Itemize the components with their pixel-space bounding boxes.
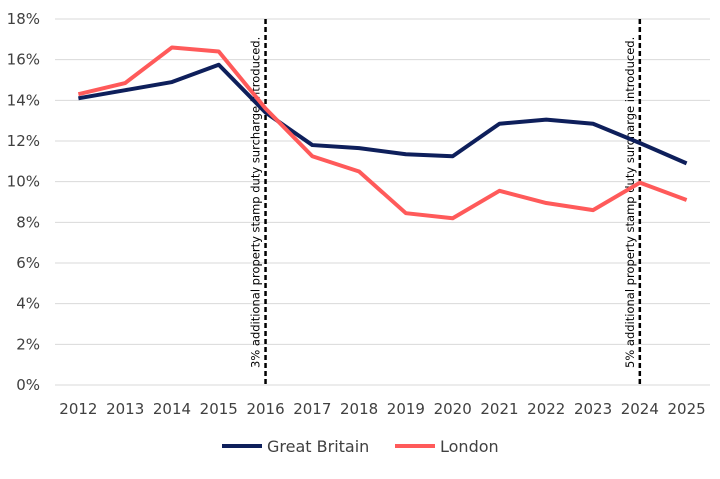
series-lines [78, 47, 686, 218]
series-line-london [78, 47, 686, 218]
legend-label: London [440, 437, 499, 456]
y-tick-label: 2% [16, 335, 40, 353]
y-axis-labels: 0% 2% 4% 6% 8% 10% 12% 14% 16% 18% [7, 10, 40, 394]
y-tick-label: 0% [16, 376, 40, 394]
series-line-great-britain [78, 65, 686, 164]
y-tick-label: 16% [7, 51, 40, 69]
y-tick-label: 14% [7, 91, 40, 109]
y-tick-label: 18% [7, 10, 40, 28]
x-tick-label: 2022 [527, 400, 565, 418]
x-tick-label: 2021 [480, 400, 518, 418]
x-tick-label: 2025 [668, 400, 706, 418]
x-tick-label: 2013 [106, 400, 144, 418]
x-tick-label: 2018 [340, 400, 378, 418]
y-tick-label: 10% [7, 173, 40, 191]
x-tick-label: 2015 [200, 400, 238, 418]
legend-label: Great Britain [267, 437, 369, 456]
y-tick-label: 4% [16, 295, 40, 313]
x-tick-label: 2016 [246, 400, 284, 418]
x-axis-labels: 2012 2013 2014 2015 2016 2017 2018 2019 2020 2021… [59, 400, 705, 418]
annotation-label: 5% additional property stamp duty surcha… [623, 37, 637, 368]
annotation-label: 3% additional property stamp duty surcha… [249, 37, 263, 368]
annotations: 3% additional property stamp duty surcha… [249, 19, 640, 385]
y-tick-label: 8% [16, 213, 40, 231]
gridlines [55, 19, 710, 385]
x-tick-label: 2012 [59, 400, 97, 418]
y-tick-label: 12% [7, 132, 40, 150]
x-tick-label: 2024 [621, 400, 659, 418]
y-tick-label: 6% [16, 254, 40, 272]
x-tick-label: 2020 [434, 400, 472, 418]
x-tick-label: 2023 [574, 400, 612, 418]
legend: Great Britain London [222, 437, 499, 456]
x-tick-label: 2014 [153, 400, 191, 418]
x-tick-label: 2017 [293, 400, 331, 418]
x-tick-label: 2019 [387, 400, 425, 418]
